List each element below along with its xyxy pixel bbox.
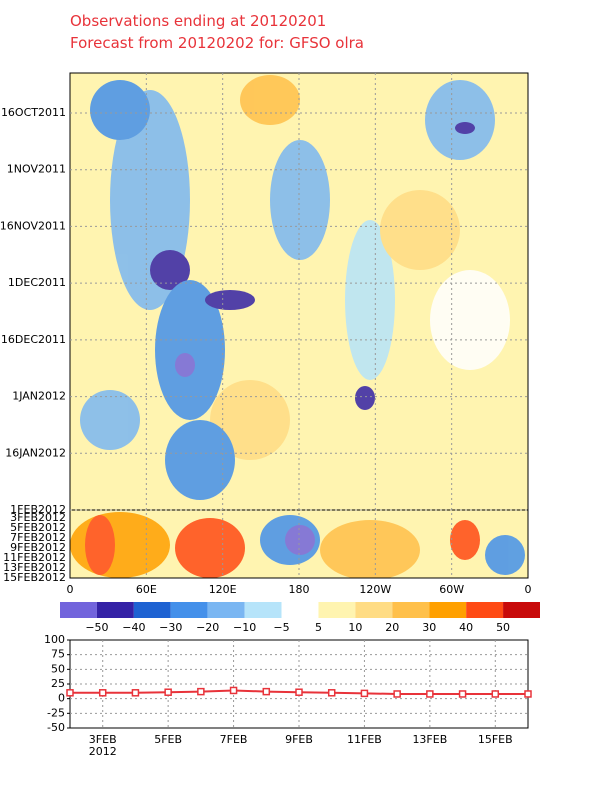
x-tick-label: 5FEB xyxy=(154,733,182,746)
point xyxy=(164,688,172,696)
legend-label: 20 xyxy=(385,621,399,634)
legend-swatch xyxy=(133,602,171,618)
point xyxy=(491,690,500,698)
x-tick-label: 120W xyxy=(359,583,391,596)
chart-title: Observations ending at 20120201 xyxy=(70,12,326,30)
y-tick-label: 1NOV2011 xyxy=(7,163,66,176)
x-tick-label: 9FEB xyxy=(285,733,313,746)
y-tick-label: 100 xyxy=(44,633,65,646)
x-tick-label: 13FEB xyxy=(412,733,447,746)
point xyxy=(262,687,271,696)
x-tick-label: 180 xyxy=(289,583,310,596)
legend-swatch xyxy=(170,602,208,618)
legend-label: −30 xyxy=(159,621,182,634)
legend-label: 5 xyxy=(315,621,322,634)
legend-label: −5 xyxy=(273,621,289,634)
x-tick-label: 0 xyxy=(67,583,74,596)
point xyxy=(360,689,369,698)
legend-label: −10 xyxy=(233,621,256,634)
legend-swatch xyxy=(429,602,467,618)
legend-swatch xyxy=(355,602,393,618)
point xyxy=(229,686,238,695)
x-tick-label: 0 xyxy=(525,583,532,596)
x-tick-label: 15FEB xyxy=(478,733,513,746)
y-tick-label: 9FEB2012 xyxy=(10,541,66,554)
x-tick-label: 60E xyxy=(136,583,157,596)
point xyxy=(458,690,467,698)
y-tick-label: 1JAN2012 xyxy=(12,390,66,403)
y-tick-label: 16NOV2011 xyxy=(0,219,66,232)
y-tick-label: 5FEB2012 xyxy=(10,521,66,534)
legend-label: −20 xyxy=(196,621,219,634)
x-tick-label: 11FEB xyxy=(347,733,382,746)
chart-subtitle: Forecast from 20120202 for: GFSO olra xyxy=(70,34,364,52)
legend-label: 50 xyxy=(496,621,510,634)
legend-swatch xyxy=(318,602,356,618)
point xyxy=(66,689,74,697)
point xyxy=(295,688,303,696)
y-tick-label: 16DEC2011 xyxy=(1,333,66,346)
y-tick-label: 15FEB2012 xyxy=(3,571,66,584)
legend-swatch xyxy=(503,602,540,618)
point xyxy=(327,689,336,697)
y-tick-label: 11FEB2012 xyxy=(3,551,66,564)
point xyxy=(426,690,434,698)
y-tick-label: -50 xyxy=(47,721,65,734)
y-tick-label: 1DEC2011 xyxy=(8,276,66,289)
point xyxy=(98,689,107,697)
y-tick-label: 25 xyxy=(51,677,65,690)
x-tick-label: 7FEB xyxy=(220,733,248,746)
y-tick-label: 16OCT2011 xyxy=(1,106,66,119)
legend-swatch xyxy=(244,602,282,618)
legend-label: 10 xyxy=(348,621,362,634)
legend-swatch xyxy=(96,602,134,618)
point xyxy=(131,689,140,697)
point xyxy=(524,690,532,698)
legend-label: 30 xyxy=(422,621,436,634)
y-tick-label: 16JAN2012 xyxy=(5,446,66,459)
y-tick-label: 3FEB2012 xyxy=(10,511,66,524)
point xyxy=(393,690,401,698)
x-tick-label: 60W xyxy=(439,583,464,596)
x-year-label: 2012 xyxy=(89,745,117,758)
legend-swatch xyxy=(392,602,430,618)
y-tick-label: 50 xyxy=(51,662,65,675)
legend-swatch xyxy=(281,602,319,618)
x-tick-label: 3FEB xyxy=(89,733,117,746)
legend-swatch xyxy=(207,602,245,618)
legend-swatch xyxy=(466,602,504,618)
y-tick-label: 1FEB2012 xyxy=(10,503,66,516)
legend-label: 40 xyxy=(459,621,473,634)
x-tick-label: 120E xyxy=(209,583,237,596)
y-tick-label: 75 xyxy=(51,648,65,661)
line-frame xyxy=(69,639,529,729)
y-tick-label: -25 xyxy=(47,706,65,719)
legend-label: −40 xyxy=(122,621,145,634)
y-tick-label: 0 xyxy=(58,692,65,705)
legend-swatch xyxy=(60,602,97,618)
legend-label: −50 xyxy=(85,621,108,634)
y-tick-label: 7FEB2012 xyxy=(10,531,66,544)
y-tick-label: 13FEB2012 xyxy=(3,561,66,574)
point xyxy=(197,687,205,696)
